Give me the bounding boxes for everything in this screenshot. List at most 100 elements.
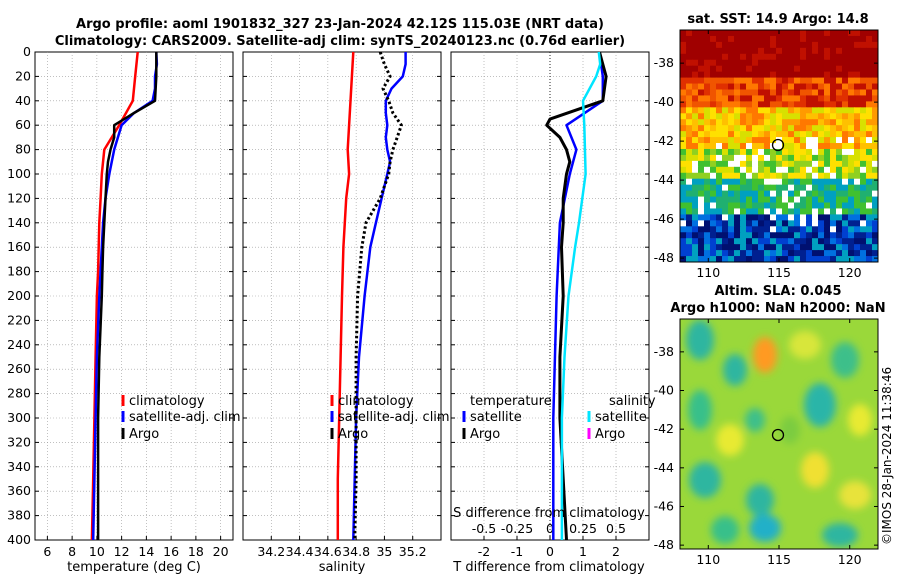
- sst-cell: [854, 47, 861, 55]
- sst-cell: [848, 71, 855, 79]
- sst-cell: [848, 244, 855, 251]
- sst-cell: [740, 172, 747, 180]
- sst-cell: [746, 244, 753, 251]
- sst-cell: [734, 238, 741, 245]
- sst-cell: [746, 71, 753, 79]
- sst-cell: [794, 95, 801, 102]
- sst-cell: [842, 160, 849, 168]
- sst-cell: [692, 214, 699, 221]
- sst-cell: [722, 166, 729, 174]
- sst-cell: [806, 30, 813, 37]
- sst-cell: [758, 131, 765, 138]
- x-tick-label: 12: [114, 544, 130, 559]
- sst-cell: [752, 77, 759, 85]
- sst-cell: [872, 41, 878, 49]
- sst-cell: [680, 202, 687, 210]
- sst-cell: [758, 101, 765, 108]
- sst-cell: [812, 220, 819, 227]
- sst-cell: [716, 160, 723, 168]
- sst-cell: [710, 166, 717, 174]
- y-tick-label: 320: [7, 434, 31, 449]
- sst-cell: [854, 196, 861, 204]
- sst-cell: [734, 256, 741, 262]
- sst-cell: [854, 226, 861, 233]
- sst-cell: [800, 47, 807, 55]
- sst-cell: [728, 30, 735, 37]
- sst-cell: [758, 250, 765, 257]
- sst-cell: [800, 208, 807, 216]
- sst-cell: [686, 119, 693, 126]
- sst-cell: [830, 125, 837, 132]
- sst-cell: [782, 101, 789, 108]
- sla-blob: [711, 516, 739, 544]
- sst-cell: [740, 226, 747, 233]
- sst-cell: [752, 119, 759, 126]
- sst-cell: [818, 250, 825, 257]
- sst-cell: [758, 256, 765, 262]
- sst-cell: [824, 107, 831, 114]
- y-tick-label: 260: [7, 361, 31, 376]
- sst-cell: [758, 196, 765, 204]
- sst-cell: [800, 232, 807, 239]
- sst-cell: [782, 160, 789, 168]
- sst-cell: [680, 232, 687, 239]
- sst-cell: [722, 190, 729, 198]
- sst-cell: [812, 148, 819, 156]
- sst-cell: [872, 65, 878, 73]
- y-tick-label: -48: [654, 250, 674, 265]
- sst-cell: [872, 190, 878, 198]
- sst-cell: [824, 172, 831, 180]
- sst-cell: [794, 232, 801, 239]
- sst-cell: [680, 154, 687, 162]
- sst-cell: [764, 196, 771, 204]
- sst-cell: [830, 202, 837, 210]
- sst-cell: [752, 143, 759, 150]
- sst-cell: [734, 166, 741, 174]
- sst-cell: [776, 131, 783, 138]
- sst-cell: [698, 148, 705, 156]
- sst-cell: [842, 214, 849, 221]
- sst-cell: [746, 148, 753, 156]
- sst-cell: [752, 83, 759, 91]
- sst-cell: [848, 119, 855, 126]
- sst-cell: [758, 83, 765, 91]
- sst-cell: [740, 53, 747, 61]
- sst-cell: [740, 196, 747, 204]
- sst-cell: [788, 95, 795, 102]
- sst-cell: [746, 47, 753, 55]
- sst-cell: [776, 41, 783, 49]
- sst-cell: [710, 226, 717, 233]
- sst-cell: [818, 89, 825, 97]
- sst-cell: [698, 113, 705, 120]
- sst-cell: [860, 65, 867, 73]
- sst-cell: [860, 154, 867, 162]
- sst-cell: [776, 71, 783, 79]
- sst-cell: [854, 208, 861, 216]
- sst-cell: [830, 83, 837, 91]
- sst-cell: [794, 238, 801, 245]
- sst-cell: [830, 238, 837, 245]
- sst-cell: [692, 137, 699, 144]
- sst-cell: [746, 184, 753, 192]
- sst-cell: [830, 113, 837, 120]
- sst-cell: [836, 220, 843, 227]
- sst-cell: [794, 47, 801, 55]
- sst-cell: [794, 184, 801, 192]
- sst-cell: [722, 101, 729, 108]
- sst-cell: [770, 250, 777, 257]
- sst-cell: [692, 154, 699, 162]
- sst-cell: [680, 184, 687, 192]
- sst-cell: [758, 107, 765, 114]
- sst-cell: [698, 137, 705, 144]
- sst-cell: [716, 190, 723, 198]
- sst-cell: [788, 148, 795, 156]
- sst-cell: [872, 160, 878, 168]
- sst-cell: [866, 244, 873, 251]
- sst-cell: [716, 143, 723, 150]
- x2-tick-label: -0.5: [472, 521, 496, 536]
- sst-cell: [716, 113, 723, 120]
- sst-cell: [752, 113, 759, 120]
- sst-cell: [788, 166, 795, 174]
- sst-cell: [788, 77, 795, 85]
- sst-cell: [734, 244, 741, 251]
